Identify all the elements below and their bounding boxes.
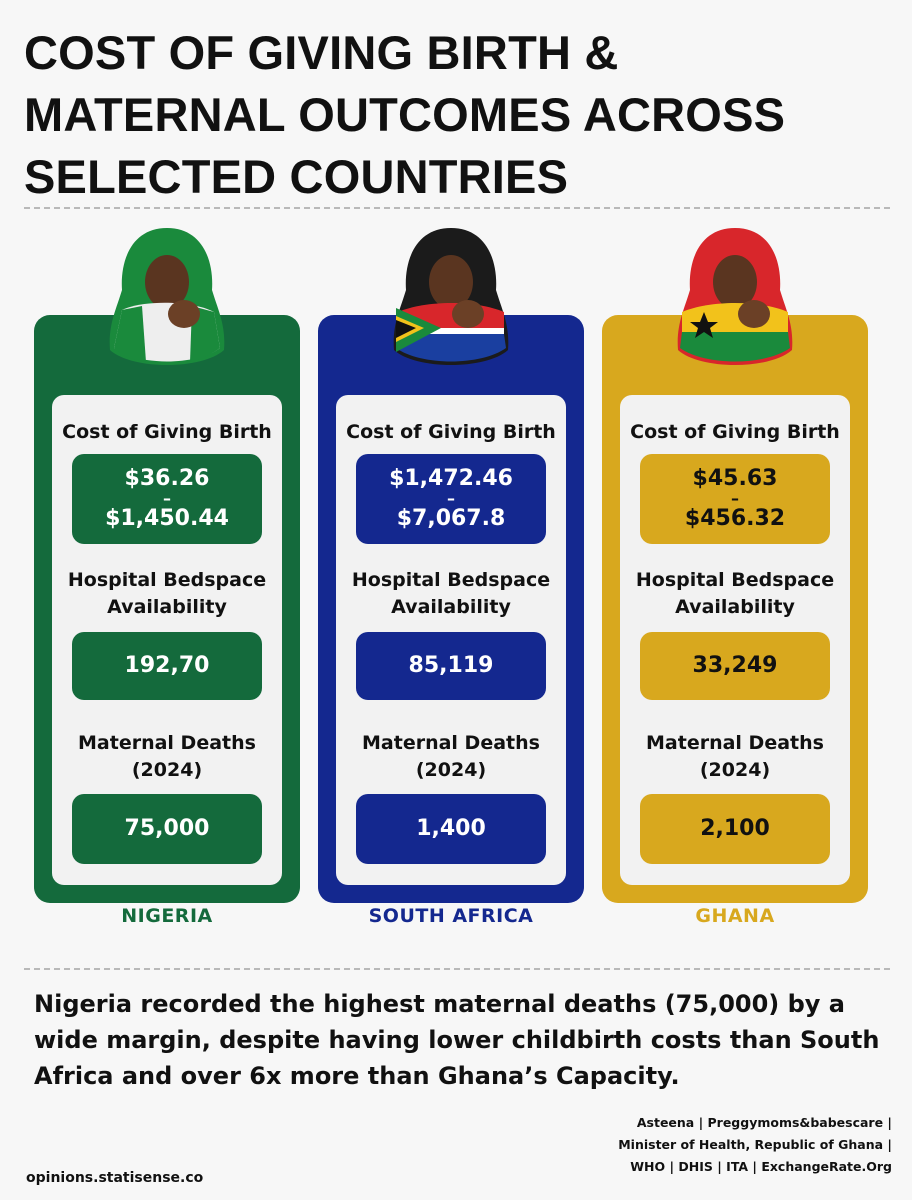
top-divider [24, 207, 890, 209]
title-line-3: SELECTED COUNTRIES [24, 150, 569, 203]
sources-credit: Asteena | Preggymoms&babescare | Ministe… [552, 1112, 892, 1178]
deaths-label: Maternal Deaths (2024) [336, 730, 566, 784]
cost-label: Cost of Giving Birth [62, 421, 272, 443]
bottom-divider [24, 968, 890, 970]
cost-value-box: $1,472.46 – $7,067.8 [356, 454, 546, 544]
deaths-label-line-1: Maternal Deaths [362, 732, 540, 754]
bedspace-label-line-1: Hospital Bedspace [635, 569, 835, 591]
deaths-label-line-1: Maternal Deaths [646, 732, 824, 754]
card-inner: Cost of Giving Birth $45.63 – $456.32 Ho… [620, 395, 850, 885]
deaths-value: 2,100 [700, 816, 770, 841]
cost-label: Cost of Giving Birth [346, 421, 556, 443]
cost-value-box: $36.26 – $1,450.44 [72, 454, 262, 544]
bedspace-value-box: 85,119 [356, 632, 546, 700]
deaths-label: Maternal Deaths (2024) [52, 730, 282, 784]
bedspace-label: Hospital Bedspace Availability [620, 567, 850, 621]
cost-value-box: $45.63 – $456.32 [640, 454, 830, 544]
bedspace-value: 33,249 [692, 653, 778, 678]
deaths-value-box: 1,400 [356, 794, 546, 864]
title-line-2: MATERNAL OUTCOMES ACROSS [24, 88, 786, 141]
card-inner: Cost of Giving Birth $36.26 – $1,450.44 … [52, 395, 282, 885]
cost-range-dash: – [731, 489, 739, 508]
bedspace-label-line-2: Availability [675, 596, 795, 618]
deaths-label: Maternal Deaths (2024) [620, 730, 850, 784]
mother-nigeria-flag-illustration [109, 228, 225, 365]
bedspace-value-box: 33,249 [640, 632, 830, 700]
country-card-south-africa: Cost of Giving Birth $1,472.46 – $7,067.… [318, 220, 584, 940]
cost-low-value: $1,472.46 [389, 466, 513, 491]
country-card-ghana: Cost of Giving Birth $45.63 – $456.32 Ho… [602, 220, 868, 940]
cost-high-value: $1,450.44 [105, 506, 229, 531]
cost-high-value: $7,067.8 [396, 506, 506, 531]
bedspace-label-line-1: Hospital Bedspace [351, 569, 551, 591]
country-name: GHANA [695, 905, 775, 927]
cost-low-value: $36.26 [124, 466, 210, 491]
cost-label: Cost of Giving Birth [630, 421, 840, 443]
country-card-nigeria: Cost of Giving Birth $36.26 – $1,450.44 … [34, 220, 300, 940]
card-inner: Cost of Giving Birth $1,472.46 – $7,067.… [336, 395, 566, 885]
country-name: NIGERIA [121, 905, 213, 927]
bedspace-label: Hospital Bedspace Availability [52, 567, 282, 621]
deaths-label-line-2: (2024) [699, 759, 771, 781]
deaths-value-box: 75,000 [72, 794, 262, 864]
card-panel: Cost of Giving Birth $45.63 – $456.32 Ho… [602, 315, 868, 903]
bedspace-label-line-1: Hospital Bedspace [67, 569, 267, 591]
bedspace-value: 85,119 [408, 653, 494, 678]
card-panel: Cost of Giving Birth $36.26 – $1,450.44 … [34, 315, 300, 903]
bedspace-value: 192,70 [124, 653, 210, 678]
bedspace-label-line-2: Availability [391, 596, 511, 618]
page-title: COST OF GIVING BIRTH & MATERNAL OUTCOMES… [24, 22, 894, 208]
cost-low-value: $45.63 [692, 466, 778, 491]
cost-range-dash: – [447, 489, 455, 508]
card-panel: Cost of Giving Birth $1,472.46 – $7,067.… [318, 315, 584, 903]
deaths-value-box: 2,100 [640, 794, 830, 864]
cost-range-dash: – [163, 489, 171, 508]
mother-south-africa-flag-illustration [393, 228, 509, 365]
country-name: SOUTH AFRICA [368, 905, 534, 927]
deaths-label-line-2: (2024) [415, 759, 487, 781]
bedspace-label: Hospital Bedspace Availability [336, 567, 566, 621]
sources-line-1: Asteena | Preggymoms&babescare | [636, 1115, 892, 1130]
mother-ghana-flag-illustration [677, 228, 793, 365]
website-credit: opinions.statisense.co [26, 1170, 204, 1186]
cost-high-value: $456.32 [684, 506, 786, 531]
deaths-value: 1,400 [416, 816, 486, 841]
sources-line-3: WHO | DHIS | ITA | ExchangeRate.Org [630, 1159, 892, 1174]
bedspace-value-box: 192,70 [72, 632, 262, 700]
title-line-1: COST OF GIVING BIRTH & [24, 26, 619, 79]
deaths-label-line-1: Maternal Deaths [78, 732, 256, 754]
summary-text: Nigeria recorded the highest maternal de… [34, 990, 880, 1090]
sources-line-2: Minister of Health, Republic of Ghana | [618, 1137, 892, 1152]
deaths-label-line-2: (2024) [131, 759, 203, 781]
bedspace-label-line-2: Availability [107, 596, 227, 618]
deaths-value: 75,000 [124, 816, 210, 841]
